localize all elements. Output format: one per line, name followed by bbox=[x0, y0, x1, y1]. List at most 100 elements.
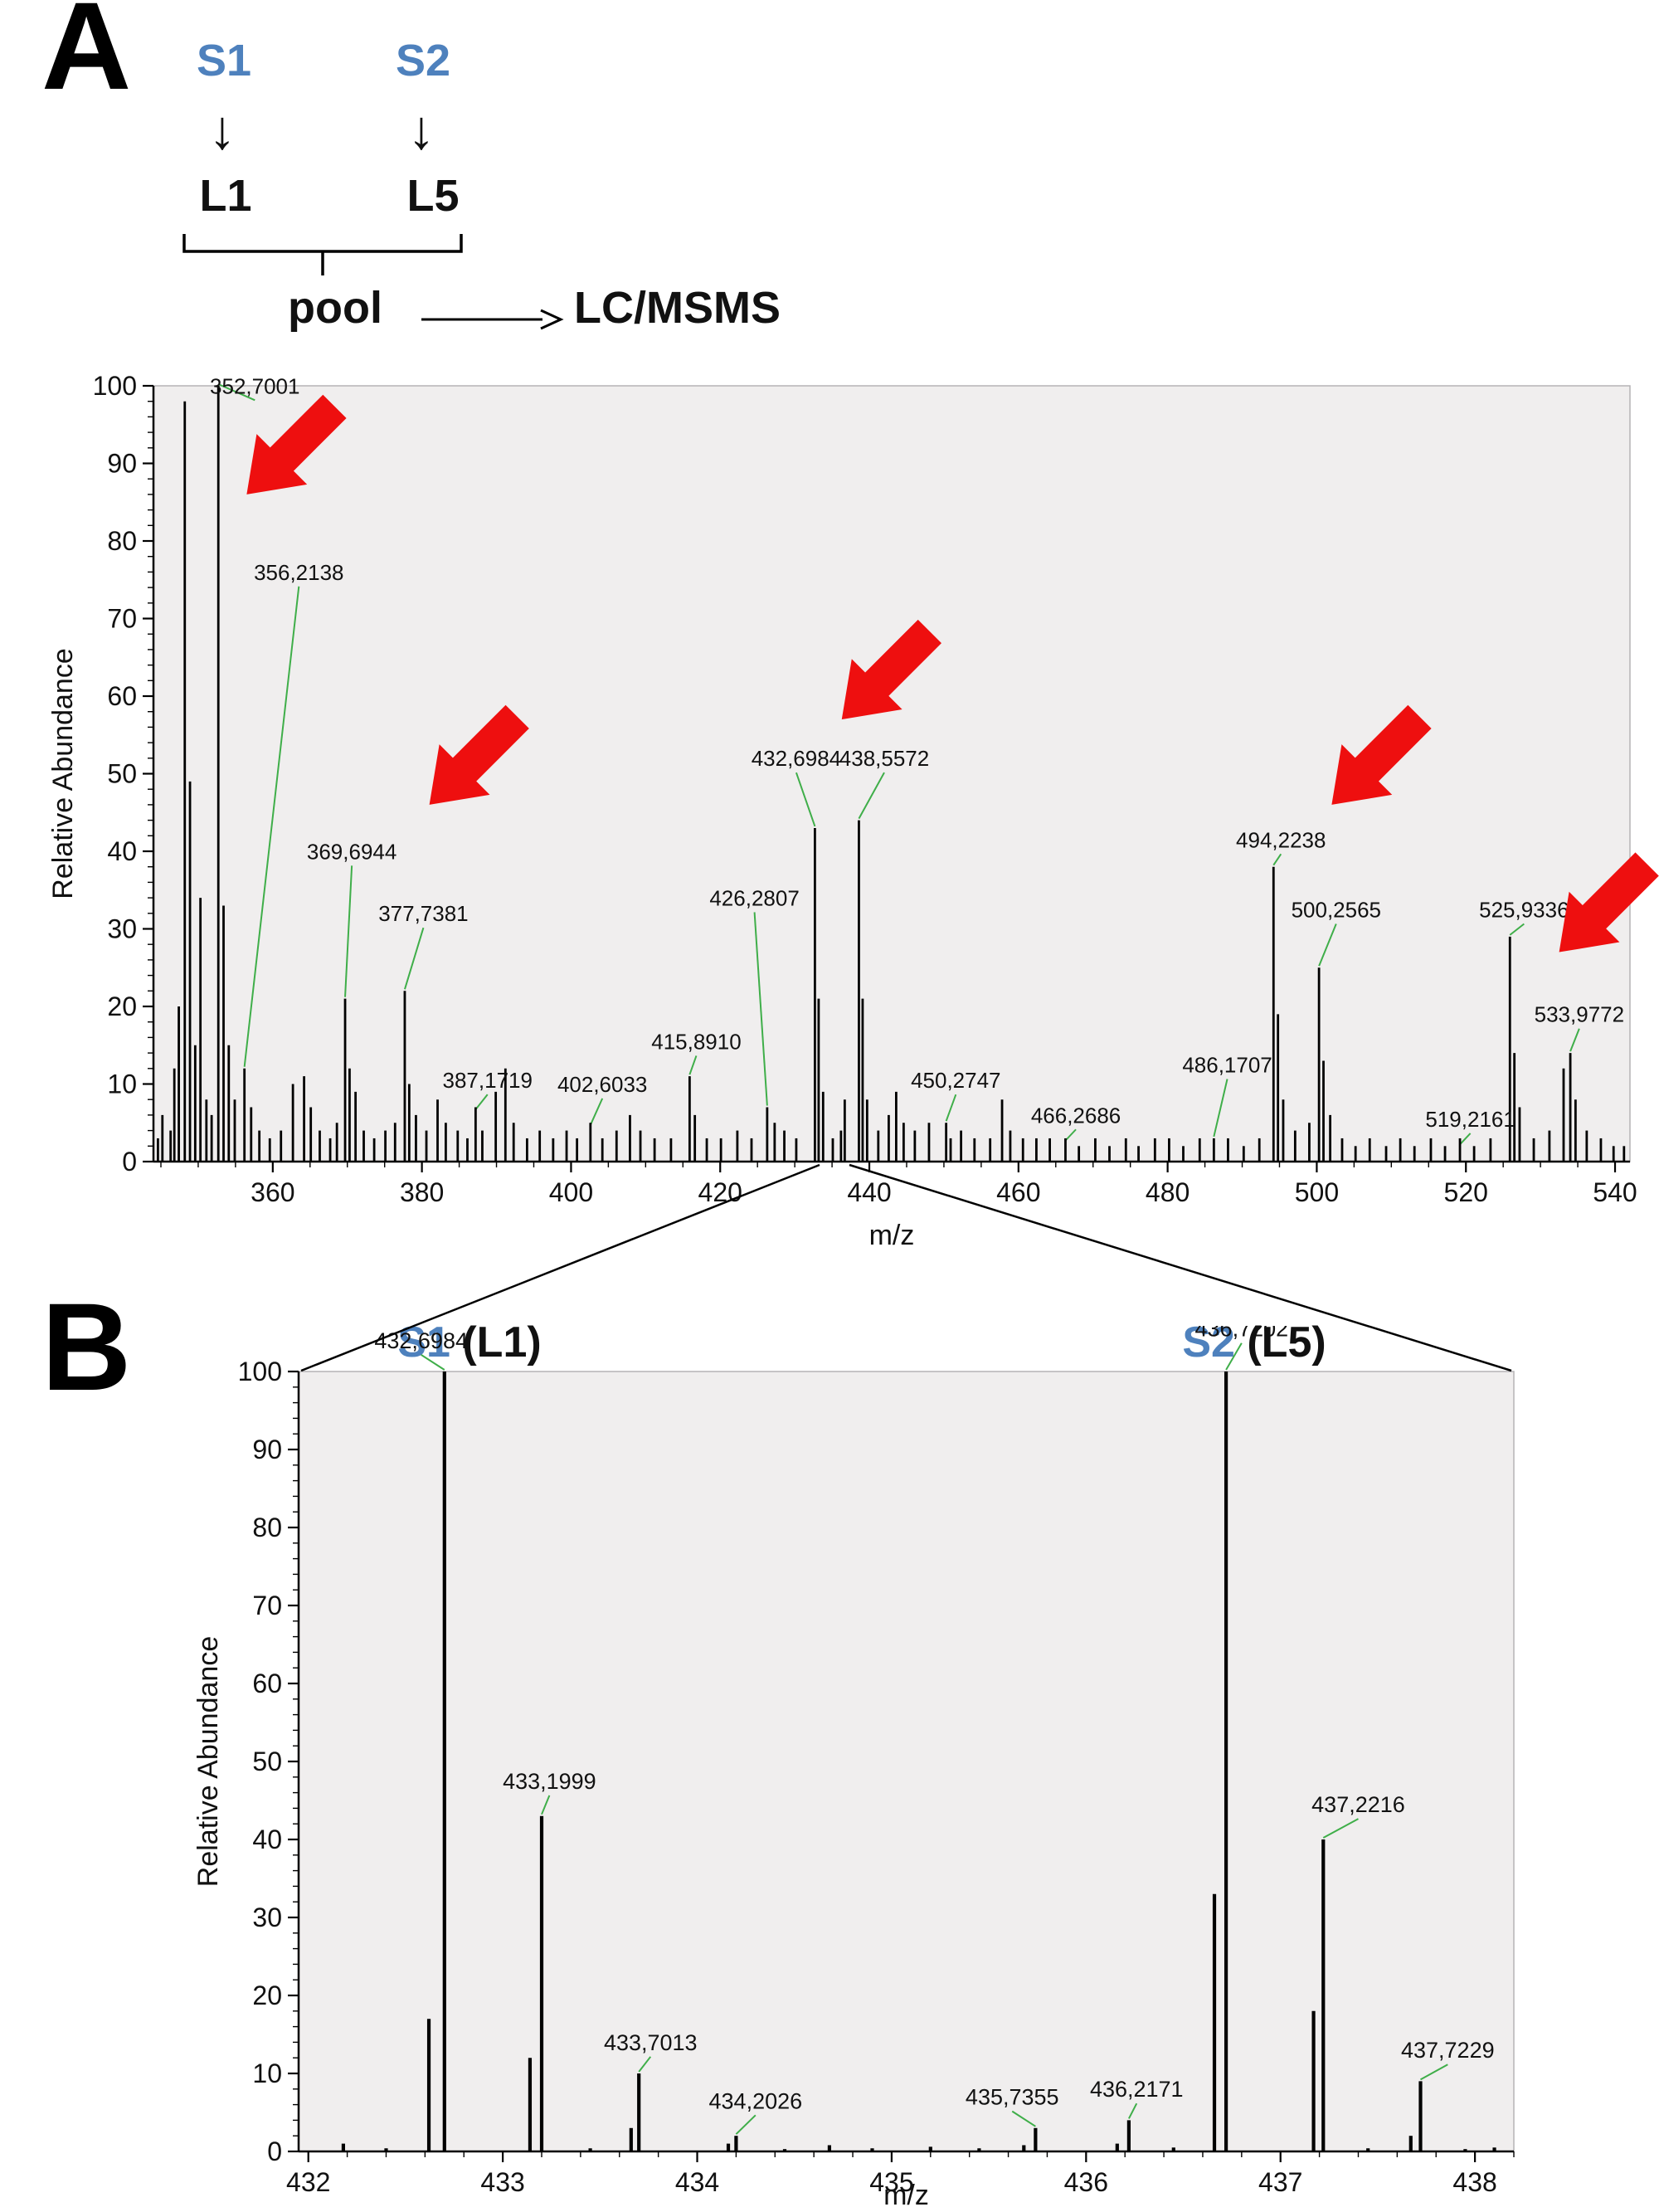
leader-line bbox=[1213, 1079, 1228, 1138]
y-tick-label: 20 bbox=[107, 992, 137, 1021]
peaks bbox=[341, 1372, 1496, 2151]
pool-to-lcmsms-arrowhead bbox=[540, 309, 564, 330]
peak-label: 437,2216 bbox=[1311, 1792, 1405, 1817]
leader-line bbox=[1318, 923, 1337, 967]
y-tick-label: 40 bbox=[107, 836, 137, 866]
y-tick-label: 70 bbox=[107, 604, 137, 634]
leader-line bbox=[1064, 1128, 1077, 1142]
x-tick-label: 380 bbox=[400, 1177, 444, 1207]
leader-line bbox=[541, 1795, 551, 1815]
pool-label: pool bbox=[288, 283, 382, 333]
y-tick-labels: 0 10 20 30 40 50 60 70 80 90 100 bbox=[238, 1357, 282, 2166]
x-tick-labels: 360 380 400 420 440 460 480 500 520 540 bbox=[251, 1177, 1637, 1207]
y-tick-label: 70 bbox=[252, 1591, 282, 1620]
leader-line bbox=[638, 2056, 652, 2073]
leader-line bbox=[1420, 2063, 1448, 2081]
peak-label: 500,2565 bbox=[1292, 897, 1381, 922]
x-tick-label: 360 bbox=[251, 1177, 294, 1207]
red-arrow-icon bbox=[841, 619, 941, 720]
peak-label: 436,7202 bbox=[1195, 1326, 1289, 1342]
panel-a-label: A bbox=[41, 0, 132, 115]
y-tick-label: 0 bbox=[267, 2136, 282, 2166]
x-tick-label: 480 bbox=[1146, 1177, 1190, 1207]
peak-label: 432,6984 bbox=[752, 746, 841, 771]
peak-label: 369,6944 bbox=[307, 839, 397, 864]
peak-label: 434,2026 bbox=[709, 2088, 803, 2113]
leader-line bbox=[474, 1094, 489, 1110]
leader-line bbox=[1272, 853, 1282, 866]
peak-label: 352,7001 bbox=[210, 373, 299, 398]
panel-b-label: B bbox=[41, 1277, 132, 1416]
x-tick-label: 540 bbox=[1593, 1177, 1637, 1207]
leader-line bbox=[1569, 1028, 1580, 1052]
leader-line bbox=[1509, 923, 1525, 936]
peak-label: 356,2138 bbox=[254, 560, 343, 585]
peak-label: 533,9772 bbox=[1535, 1002, 1624, 1027]
y-axis-title: Relative Abundance bbox=[192, 1636, 224, 1887]
red-arrow-icon bbox=[246, 394, 347, 495]
y-tick-label: 90 bbox=[252, 1435, 282, 1464]
x-ticks bbox=[160, 1162, 1617, 1172]
red-arrows bbox=[246, 394, 1659, 953]
leader-line bbox=[1459, 1133, 1472, 1145]
plot-area bbox=[298, 1371, 1515, 2152]
spectrum-b-plot: 432,6984 433,1999 433,7013 434,2026 435,7355… bbox=[192, 1326, 1515, 2211]
peak-label: 436,2171 bbox=[1090, 2077, 1184, 2102]
spectrum-a-plot: 352,7001 356,2138 369,6944 377,7381 387,1719… bbox=[47, 371, 1659, 1251]
x-ticks bbox=[307, 2151, 1515, 2162]
leader-line bbox=[404, 927, 425, 990]
leader-line bbox=[1225, 1342, 1243, 1371]
y-tick-label: 80 bbox=[107, 526, 137, 556]
label-leader-lines bbox=[217, 383, 1580, 1145]
y-ticks bbox=[288, 1370, 299, 2153]
red-arrow-icon bbox=[429, 704, 529, 805]
peak-label: 435,7355 bbox=[966, 2085, 1059, 2110]
library-l1-label: L1 bbox=[199, 171, 252, 221]
peak-label: 519,2161 bbox=[1425, 1107, 1515, 1132]
x-tick-label: 435 bbox=[869, 2167, 913, 2197]
red-arrow-icon bbox=[1331, 704, 1432, 805]
leader-line bbox=[1322, 1818, 1359, 1839]
leader-line bbox=[421, 1353, 445, 1371]
peak-label: 525,9336 bbox=[1479, 897, 1569, 922]
leader-line bbox=[217, 383, 255, 402]
y-tick-label: 100 bbox=[93, 371, 137, 401]
x-tick-labels: 432 433 434 435 436 437 438 bbox=[286, 2167, 1497, 2197]
peak-label: 486,1707 bbox=[1182, 1052, 1272, 1077]
leader-line bbox=[795, 772, 816, 827]
red-arrow-icon bbox=[1559, 852, 1659, 953]
peak-label: 438,5572 bbox=[839, 746, 929, 771]
peak-label: 437,7229 bbox=[1401, 2038, 1495, 2063]
x-tick-label: 460 bbox=[996, 1177, 1040, 1207]
y-tick-label: 20 bbox=[252, 1981, 282, 2010]
x-tick-label: 440 bbox=[847, 1177, 891, 1207]
y-tick-label: 40 bbox=[252, 1825, 282, 1854]
leader-line bbox=[243, 586, 300, 1067]
leader-line bbox=[735, 2114, 757, 2135]
down-arrow-icon: ↓ bbox=[407, 99, 435, 160]
peak-label: 426,2807 bbox=[709, 885, 799, 910]
x-tick-label: 520 bbox=[1444, 1177, 1488, 1207]
x-tick-label: 436 bbox=[1064, 2167, 1108, 2197]
plot-area bbox=[153, 385, 1631, 1162]
leader-line bbox=[858, 772, 885, 820]
peak-label: 433,1999 bbox=[503, 1769, 596, 1794]
x-tick-label: 420 bbox=[698, 1177, 742, 1207]
y-tick-label: 90 bbox=[107, 449, 137, 479]
y-tick-label: 100 bbox=[238, 1357, 282, 1386]
peak-label: 432,6984 bbox=[374, 1328, 468, 1353]
x-axis-title: m/z bbox=[869, 1220, 915, 1251]
y-tick-label: 10 bbox=[107, 1069, 137, 1099]
peak-label: 402,6033 bbox=[557, 1072, 647, 1097]
leader-line bbox=[589, 1098, 604, 1126]
y-tick-label: 30 bbox=[107, 914, 137, 944]
x-tick-label: 438 bbox=[1452, 2167, 1496, 2197]
leader-line bbox=[945, 1094, 957, 1122]
peak-label: 415,8910 bbox=[651, 1029, 741, 1054]
sample-s1-label: S1 bbox=[196, 36, 252, 85]
leader-line bbox=[688, 1055, 698, 1075]
peak-label: 466,2686 bbox=[1031, 1103, 1121, 1128]
peak-label: 494,2238 bbox=[1236, 827, 1326, 852]
x-axis-title: m/z bbox=[883, 2180, 929, 2211]
x-tick-label: 432 bbox=[286, 2167, 330, 2197]
